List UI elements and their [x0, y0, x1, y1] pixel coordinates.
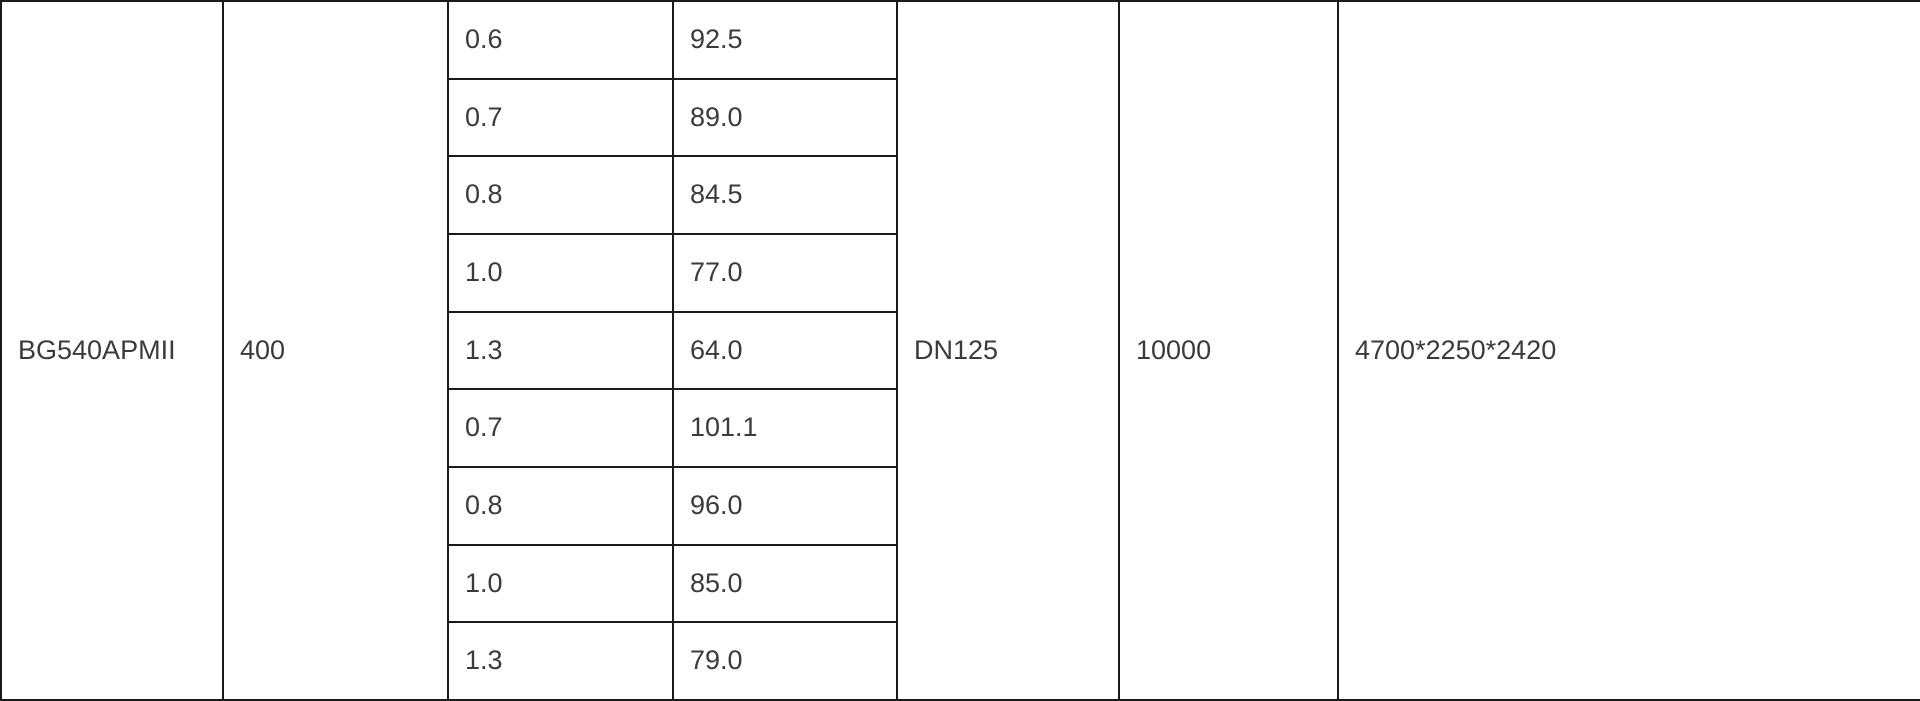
cell-pressure: 0.6 — [447, 0, 674, 80]
cell-outlet: DN125 — [896, 0, 1120, 701]
table-row: 0.8 96.0 — [1, 465, 1920, 546]
table-row: 1.0 85.0 — [1, 543, 1920, 624]
cell-output: 79.0 — [672, 621, 898, 701]
table-row: 0.7 89.0 — [1, 77, 1920, 158]
cell-output: 77.0 — [672, 232, 898, 313]
table-row: 0.8 84.5 — [1, 155, 1920, 235]
cell-pressure: 1.0 — [447, 232, 674, 313]
cell-pressure: 1.3 — [447, 621, 674, 701]
cell-output: 96.0 — [672, 465, 898, 546]
cell-pressure: 0.7 — [447, 77, 674, 158]
cell-output: 101.1 — [672, 388, 898, 468]
table-row: 0.7 101.1 — [1, 388, 1920, 468]
table-row: 1.3 64.0 — [1, 310, 1920, 391]
cell-pressure: 0.8 — [447, 465, 674, 546]
cell-output: 64.0 — [672, 310, 898, 391]
cell-output: 85.0 — [672, 543, 898, 624]
cell-output: 89.0 — [672, 77, 898, 158]
table-row: 1.0 77.0 — [1, 232, 1920, 313]
cell-weight: 10000 — [1118, 0, 1339, 701]
cell-pressure: 1.0 — [447, 543, 674, 624]
cell-pressure: 0.7 — [447, 388, 674, 468]
table-row: 1.3 79.0 — [1, 621, 1920, 701]
cell-pressure: 1.3 — [447, 310, 674, 391]
cell-model: BG540APMII — [0, 0, 224, 701]
cell-pressure: 0.8 — [447, 155, 674, 235]
cell-capacity: 400 — [222, 0, 449, 701]
cell-output: 84.5 — [672, 155, 898, 235]
cell-dimensions: 4700*2250*2420 — [1337, 0, 1920, 701]
cell-output: 92.5 — [672, 0, 898, 80]
